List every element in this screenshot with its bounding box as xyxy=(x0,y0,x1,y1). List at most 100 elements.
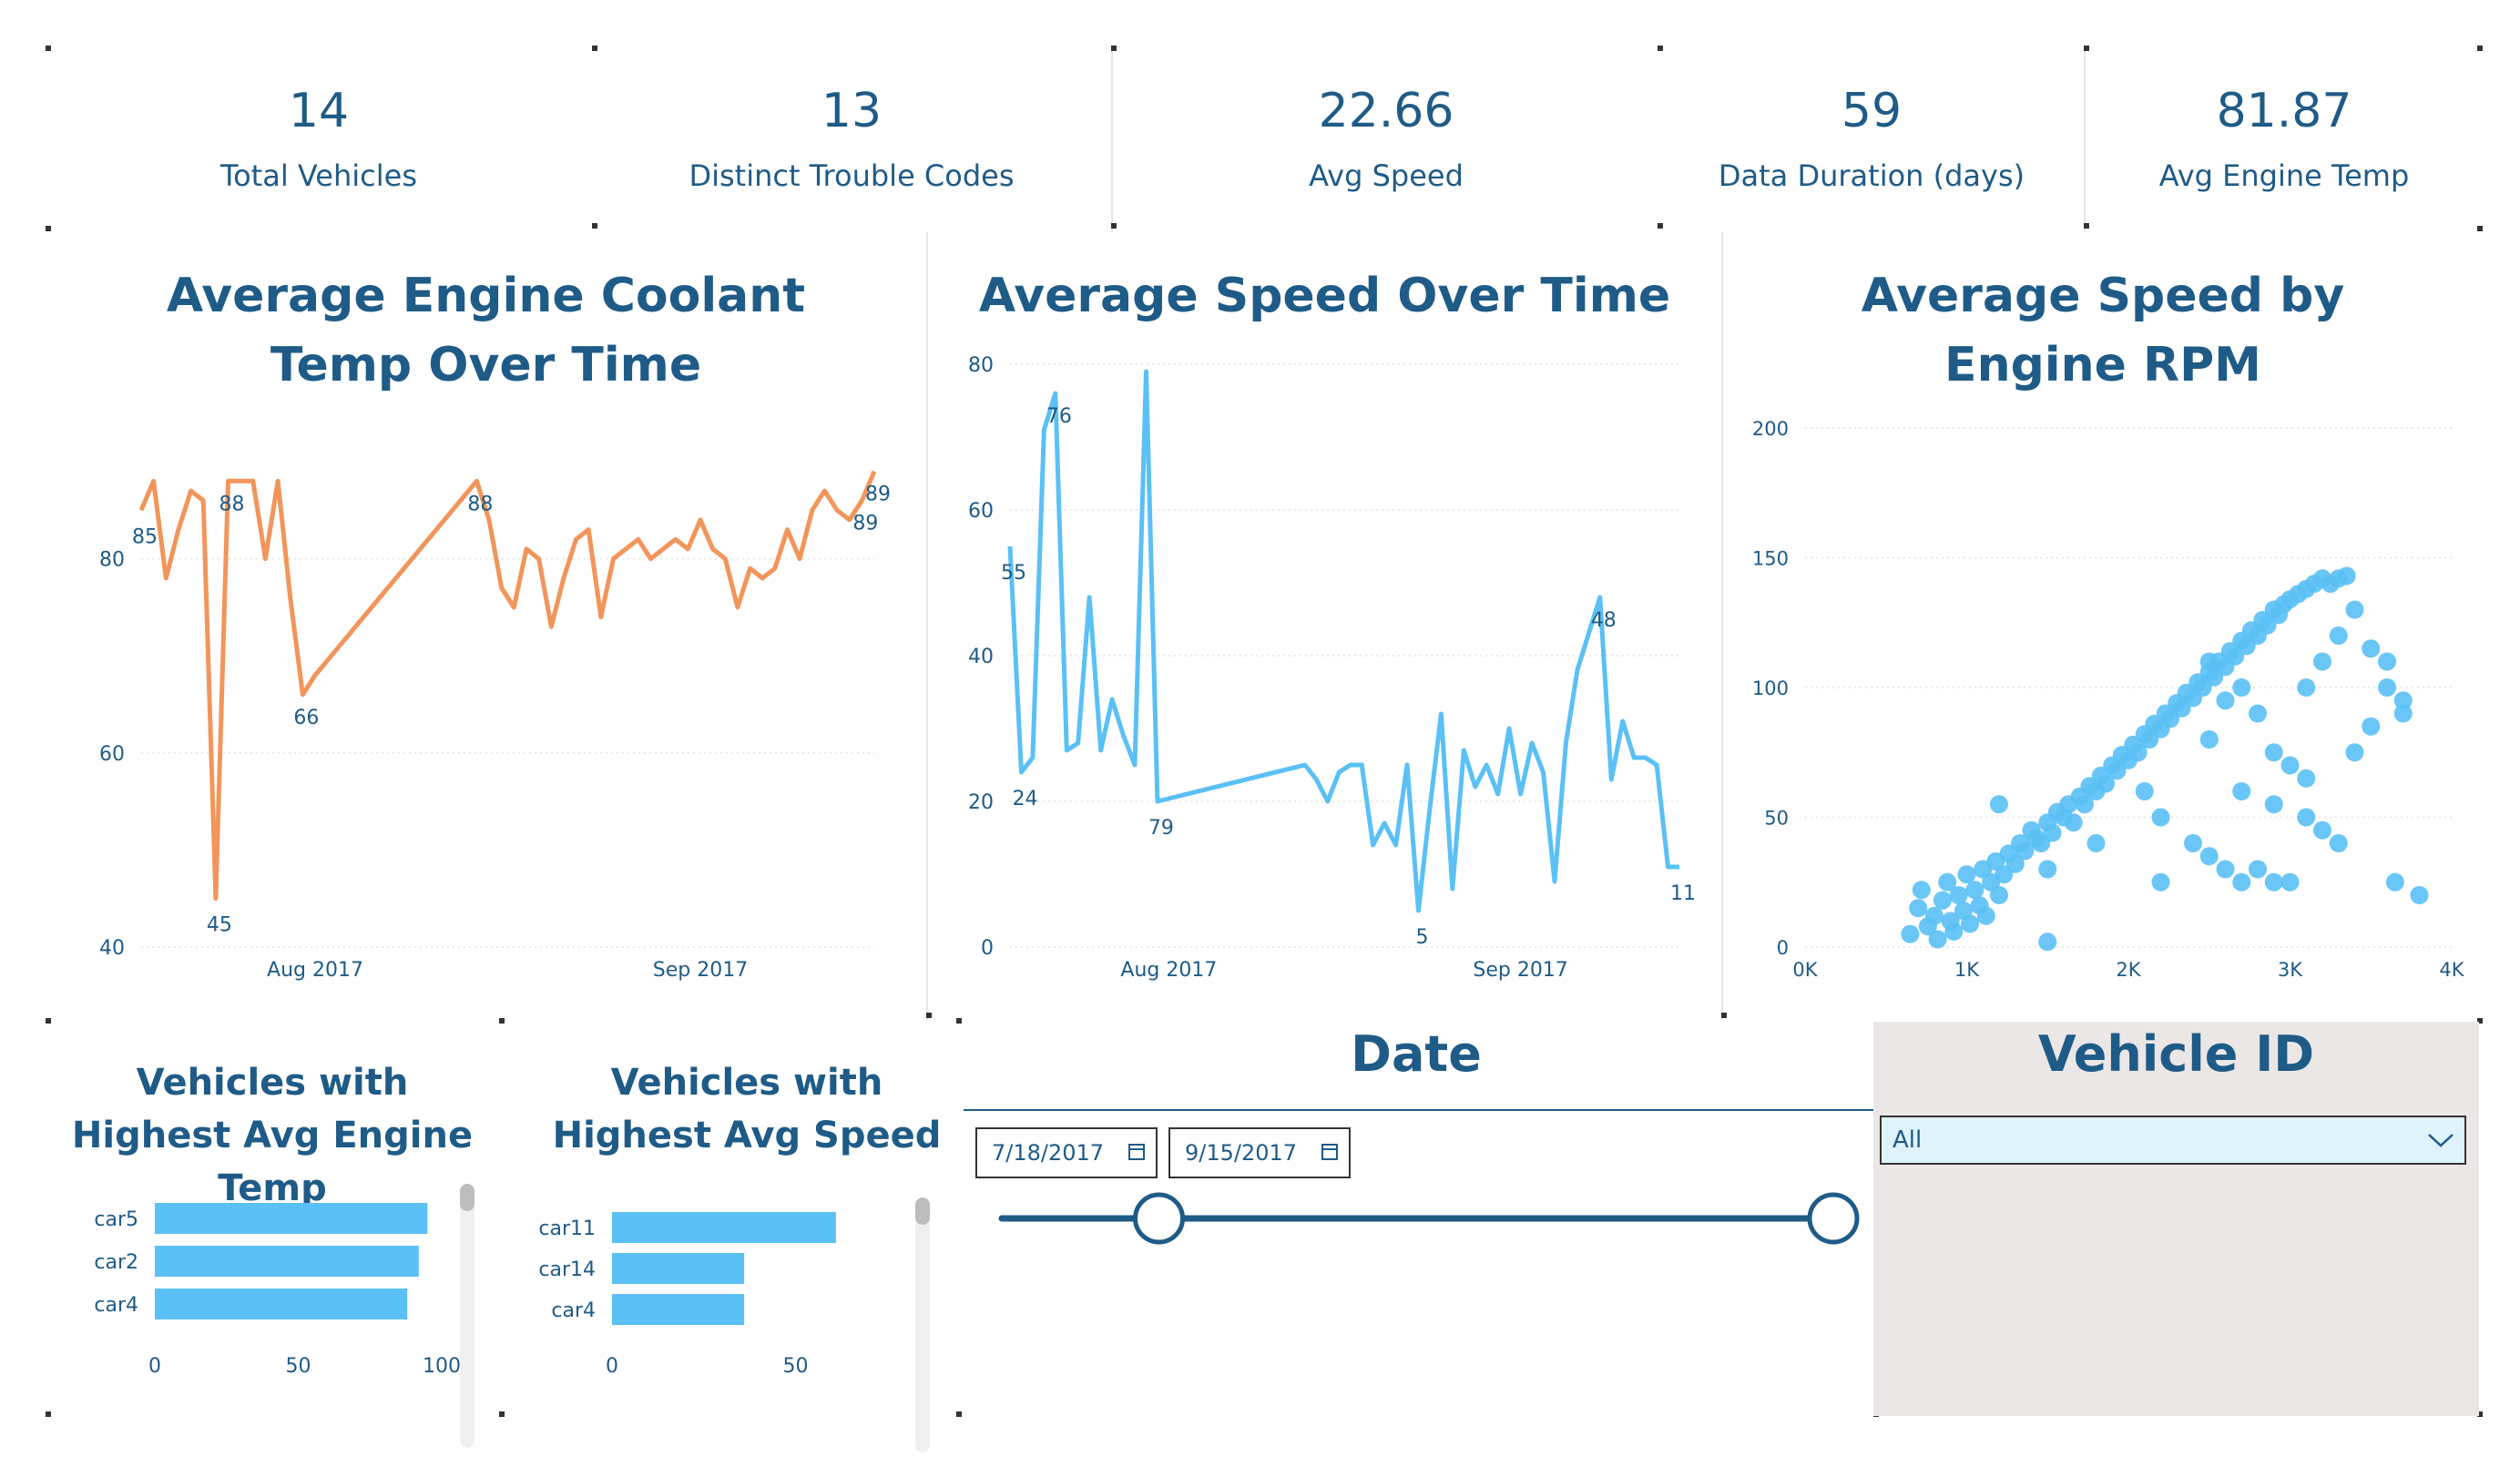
scatter-point xyxy=(2337,566,2356,586)
data-label: 55 xyxy=(1001,562,1026,585)
scatter-point xyxy=(2015,841,2035,861)
scatter-point xyxy=(2151,872,2170,892)
scatter-point xyxy=(2362,639,2381,658)
end-date-value: 9/15/2017 xyxy=(1185,1140,1298,1166)
kpi-label: Data Duration (days) xyxy=(1718,158,2025,193)
x-tick-label: Sep 2017 xyxy=(653,959,748,982)
scatter-point xyxy=(2232,872,2251,892)
separator xyxy=(1111,50,1113,232)
visual-corner xyxy=(1721,1013,1727,1018)
coolant-temp-chart-card[interactable]: Average Engine Coolant Temp Over Time 40… xyxy=(46,232,926,1020)
end-date-input[interactable]: 9/15/2017 xyxy=(1168,1127,1351,1178)
scatter-point xyxy=(2297,769,2316,788)
scatter-point xyxy=(2005,854,2025,873)
series-line xyxy=(138,470,877,902)
separator xyxy=(926,232,928,1020)
top-engine-temp-chart-card[interactable]: Vehicles with Highest Avg Engine Temp ca… xyxy=(46,1020,499,1448)
scatter-point xyxy=(1976,906,1995,925)
scatter-point xyxy=(2264,872,2283,892)
scatter-point xyxy=(2135,782,2154,800)
y-tick-label: 200 xyxy=(1752,418,1789,440)
scatter-point xyxy=(2232,782,2251,800)
top-engine-temp-chart[interactable]: car5 car2 car4 0 50 100 xyxy=(46,1020,499,1416)
top-avg-speed-chart-card[interactable]: Vehicles with Highest Avg Speed car11 car… xyxy=(501,1020,956,1452)
date-slicer[interactable]: Date 7/18/2017 9/15/2017 xyxy=(961,1020,1872,1416)
speed-by-rpm-chart-card[interactable]: Average Speed by Engine RPM 0 50 100 150 200… xyxy=(1723,232,2483,1020)
data-label: 5 xyxy=(1415,926,1428,949)
chart-title: Vehicles with Highest Avg Engine Temp xyxy=(71,1062,474,1209)
visual-corner xyxy=(46,1018,51,1024)
chart-scrollbar[interactable] xyxy=(460,1184,474,1448)
bar xyxy=(612,1212,836,1243)
kpi-label: Distinct Trouble Codes xyxy=(689,158,1015,193)
speed-over-time-chart[interactable]: 0 20 40 60 80 Aug 2017 Sep 2017 55 24 76 79 5 48 11 xyxy=(928,232,1721,1020)
scatter-point xyxy=(1909,899,1928,918)
scatter-point xyxy=(2345,743,2364,762)
x-tick-label: 4K xyxy=(2439,959,2464,981)
chevron-down-icon[interactable] xyxy=(2426,1130,2455,1150)
y-tick-label: 50 xyxy=(1764,808,1789,830)
speed-over-time-chart-card[interactable]: Average Speed Over Time 0 20 40 60 80 Aug 201… xyxy=(928,232,1721,1020)
scatter-point xyxy=(2043,823,2062,842)
scatter-point xyxy=(2280,872,2300,892)
scatter-point xyxy=(2199,652,2219,671)
kpi-card-avg-engine-temp: 81.87 Avg Engine Temp xyxy=(2086,46,2483,228)
separator xyxy=(1721,232,1723,1020)
scatter-point xyxy=(2297,808,2316,827)
speed-by-rpm-chart[interactable]: 0 50 100 150 200 0K 1K 2K 3K 4K xyxy=(1723,232,2483,1020)
top-avg-speed-chart[interactable]: car11 car14 car4 0 50 xyxy=(501,1020,956,1416)
slider-end-handle[interactable] xyxy=(1807,1192,1860,1245)
category-label: car14 xyxy=(538,1258,596,1281)
x-tick-label: 0 xyxy=(148,1355,161,1378)
visual-corner xyxy=(926,1013,932,1018)
category-label: car2 xyxy=(94,1251,138,1274)
y-tick-label: 100 xyxy=(1752,678,1789,699)
scrollbar-thumb[interactable] xyxy=(460,1184,474,1211)
visual-corner xyxy=(956,1411,962,1417)
calendar-icon[interactable] xyxy=(1128,1144,1145,1160)
visual-corner xyxy=(499,1411,505,1417)
start-date-input[interactable]: 7/18/2017 xyxy=(975,1127,1158,1178)
scatter-point xyxy=(2086,834,2106,852)
y-tick-label: 60 xyxy=(968,500,994,523)
scatter-point xyxy=(2297,678,2316,697)
chart-title: Average Engine Coolant Temp Over Time xyxy=(166,269,806,392)
vehicle-id-dropdown[interactable]: All xyxy=(1880,1116,2466,1165)
slider-start-handle[interactable] xyxy=(1133,1192,1186,1245)
visual-corner xyxy=(1111,46,1117,51)
scrollbar-thumb[interactable] xyxy=(915,1197,930,1225)
scatter-point xyxy=(2076,795,2095,814)
kpi-value: 22.66 xyxy=(1318,84,1454,138)
kpi-value: 59 xyxy=(1841,84,1903,138)
scatter-point xyxy=(1990,795,2008,814)
scatter-point xyxy=(2410,886,2429,904)
visual-corner xyxy=(46,1411,51,1417)
date-range-slider[interactable] xyxy=(961,1020,1872,1416)
chart-title: Average Speed Over Time xyxy=(978,269,1671,323)
x-tick-label: 1K xyxy=(1954,959,1980,981)
visual-corner xyxy=(2084,46,2089,51)
coolant-temp-chart[interactable]: 40 60 80 Aug 2017 Sep 2017 85 45 88 66 88 89 89 xyxy=(46,232,926,1020)
category-label: car4 xyxy=(94,1294,138,1317)
scatter-point xyxy=(2199,730,2219,749)
scatter-point xyxy=(2151,808,2170,827)
bar xyxy=(612,1294,745,1325)
separator xyxy=(2084,50,2086,232)
calendar-icon[interactable] xyxy=(1321,1144,1338,1160)
scatter-point xyxy=(2249,704,2267,723)
vehicle-id-slicer[interactable]: Vehicle ID All xyxy=(1873,1022,2479,1416)
scatter-point xyxy=(1928,930,1947,949)
kpi-label: Avg Speed xyxy=(1309,158,1464,193)
scatter-point xyxy=(2393,704,2413,723)
visual-corner xyxy=(1111,223,1117,229)
x-tick-label: 2K xyxy=(2116,959,2141,981)
scatter-point xyxy=(2128,743,2148,762)
visual-corner xyxy=(2477,1018,2483,1024)
kpi-card-total-vehicles: 14 Total Vehicles xyxy=(46,46,592,228)
x-tick-label: Aug 2017 xyxy=(1120,959,1217,982)
y-tick-label: 150 xyxy=(1752,548,1789,570)
scatter-point xyxy=(2345,600,2364,619)
x-tick-label: Sep 2017 xyxy=(1473,959,1567,982)
bar xyxy=(155,1289,408,1319)
chart-scrollbar[interactable] xyxy=(915,1197,930,1452)
